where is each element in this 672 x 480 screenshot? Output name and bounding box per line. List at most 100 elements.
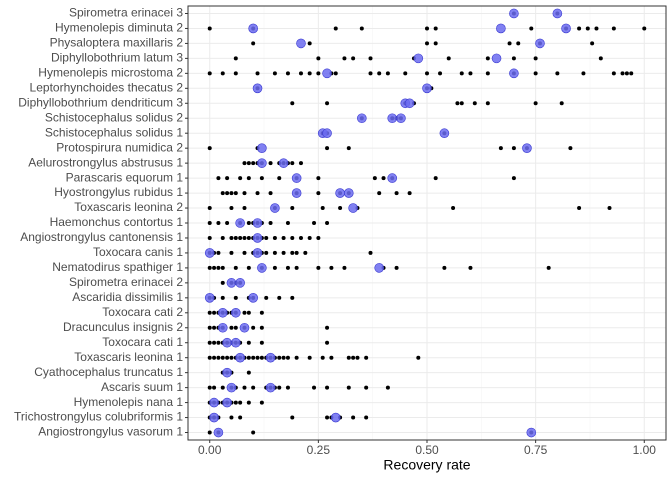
point <box>359 26 364 31</box>
point <box>333 26 338 31</box>
point <box>246 370 251 375</box>
point <box>620 71 625 76</box>
mean-point <box>535 38 545 49</box>
y-tick-label: Hymenolepis diminuta 2 <box>55 21 183 35</box>
point <box>251 161 256 166</box>
mean-point <box>231 307 241 318</box>
point <box>459 71 464 76</box>
point <box>438 71 443 76</box>
point <box>511 176 516 181</box>
mean-point <box>413 53 424 64</box>
point <box>381 176 386 181</box>
point <box>307 355 312 360</box>
point <box>216 250 221 255</box>
point <box>220 265 225 270</box>
point <box>220 385 225 390</box>
y-tick-label: Aelurostrongylus abstrusus 1 <box>28 155 183 169</box>
mean-point <box>248 23 258 34</box>
point <box>259 310 264 315</box>
y-tick-label: Hymenolepis nana 1 <box>74 395 184 409</box>
point <box>225 355 230 360</box>
point <box>207 71 212 76</box>
mean-point <box>322 68 332 79</box>
point <box>264 235 269 240</box>
point <box>451 206 456 211</box>
point <box>581 71 586 76</box>
mean-point <box>222 397 232 408</box>
point <box>264 295 269 300</box>
point <box>594 26 599 31</box>
point <box>246 355 251 360</box>
mean-point <box>226 278 237 288</box>
mean-point <box>387 113 398 124</box>
mean-point <box>235 278 245 288</box>
point <box>290 295 295 300</box>
mean-point <box>270 203 280 213</box>
point <box>425 26 429 31</box>
y-tick-label: Trichostrongylus colubriformis 1 <box>14 410 183 424</box>
point <box>290 161 295 166</box>
point <box>238 400 243 405</box>
mean-point <box>257 263 267 273</box>
point <box>355 355 360 360</box>
point <box>233 400 238 405</box>
point <box>407 191 412 196</box>
point <box>303 250 308 255</box>
point <box>320 206 325 211</box>
point <box>246 400 251 405</box>
point <box>611 26 616 31</box>
point <box>272 265 277 270</box>
point <box>368 71 373 76</box>
point <box>325 415 330 420</box>
point <box>220 295 225 300</box>
point <box>342 56 347 61</box>
point <box>624 71 629 76</box>
mean-point <box>204 293 215 303</box>
point <box>277 355 282 360</box>
point <box>533 71 538 76</box>
point <box>285 265 290 270</box>
point <box>329 265 334 270</box>
point <box>242 161 247 166</box>
mean-point <box>209 397 219 408</box>
y-tick-label: Physaloptera maxillaris 2 <box>50 36 184 50</box>
point <box>555 71 560 76</box>
point <box>229 250 234 255</box>
point <box>251 430 256 435</box>
y-tick-label: Cyathocephalus truncatus 1 <box>34 365 183 379</box>
mean-point <box>252 248 263 258</box>
point <box>212 310 217 315</box>
point <box>416 355 421 360</box>
point <box>290 250 295 255</box>
point <box>216 221 221 225</box>
point <box>325 385 330 390</box>
mean-point <box>396 113 406 124</box>
point <box>285 71 290 76</box>
y-tick-label: Dracunculus insignis 2 <box>63 320 183 334</box>
point <box>346 355 351 360</box>
point <box>377 71 382 76</box>
point <box>290 415 295 420</box>
point <box>511 56 516 61</box>
point <box>433 41 438 46</box>
point <box>272 235 277 240</box>
point <box>220 191 225 196</box>
point <box>333 71 338 76</box>
point <box>472 101 477 106</box>
point <box>259 340 264 345</box>
x-tick-label: 0.75 <box>524 443 548 457</box>
point <box>298 235 303 240</box>
point <box>590 41 595 46</box>
point <box>290 206 295 211</box>
mean-point <box>235 218 245 228</box>
point <box>316 71 321 76</box>
mean-point <box>404 98 415 109</box>
point <box>242 235 247 240</box>
mean-point <box>222 337 232 348</box>
point <box>246 161 251 166</box>
point <box>242 385 247 390</box>
point <box>246 310 251 315</box>
mean-point <box>252 218 263 228</box>
point <box>233 265 238 270</box>
